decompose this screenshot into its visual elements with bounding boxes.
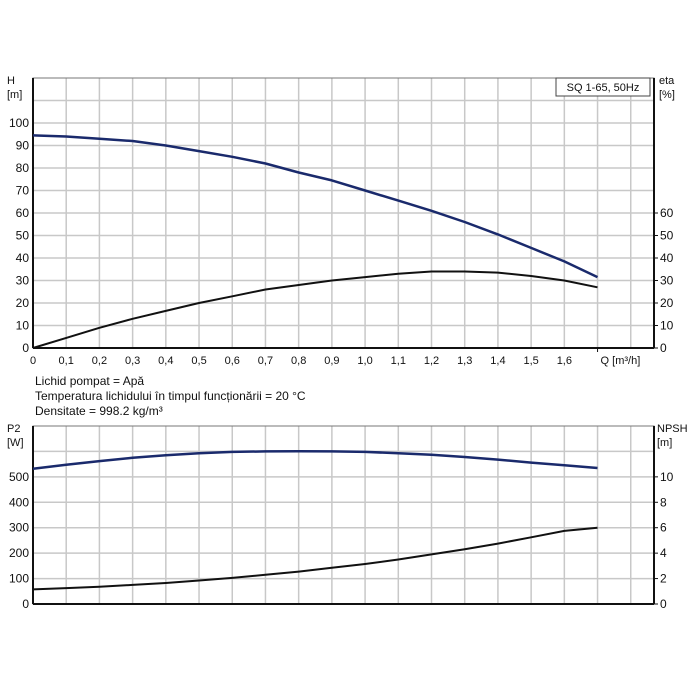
x-tick-label: 0,7 bbox=[258, 355, 273, 367]
y-axis-label: P2 bbox=[7, 423, 20, 435]
y-tick-label: 50 bbox=[16, 229, 30, 243]
x-tick-label: 0,3 bbox=[125, 355, 140, 367]
y-tick-label: 40 bbox=[16, 251, 30, 265]
x-tick-label: 0,1 bbox=[59, 355, 74, 367]
y-tick-label: 60 bbox=[16, 206, 30, 220]
y2-tick-label: 10 bbox=[660, 319, 674, 333]
note-liquid: Lichid pompat = Apă bbox=[35, 374, 145, 388]
y2-tick-label: 60 bbox=[660, 206, 674, 220]
y-tick-label: 20 bbox=[16, 296, 30, 310]
x-tick-label: 0 bbox=[30, 355, 36, 367]
series-line-power bbox=[32, 449, 598, 470]
y2-tick-label: 0 bbox=[660, 341, 667, 355]
x-tick-label: 1,5 bbox=[523, 355, 538, 367]
chart-title: SQ 1-65, 50Hz bbox=[567, 82, 640, 94]
x-tick-label: 0,2 bbox=[92, 355, 107, 367]
x-tick-label: 0,5 bbox=[191, 355, 206, 367]
x-tick-label: 1,0 bbox=[357, 355, 372, 367]
title-box bbox=[555, 77, 651, 97]
y-tick-label: 400 bbox=[9, 495, 29, 509]
y-tick-label: 80 bbox=[16, 161, 30, 175]
x-tick-label: 1,2 bbox=[424, 355, 439, 367]
y2-tick-label: 50 bbox=[660, 229, 674, 243]
y2-tick-label: 40 bbox=[660, 251, 674, 265]
y2-tick-label: 30 bbox=[660, 274, 674, 288]
y-axis-label: [W] bbox=[7, 437, 24, 449]
y-tick-label: 70 bbox=[16, 184, 30, 198]
y2-axis-label: NPSH bbox=[657, 423, 688, 435]
y2-tick-label: 2 bbox=[660, 572, 667, 586]
x-axis-label: Q [m³/h] bbox=[601, 355, 641, 367]
x-tick-label: 0,4 bbox=[158, 355, 173, 367]
series-line-npsh bbox=[32, 526, 598, 591]
y2-tick-label: 10 bbox=[660, 470, 674, 484]
y-tick-label: 0 bbox=[22, 341, 29, 355]
x-tick-label: 1,3 bbox=[457, 355, 472, 367]
x-tick-label: 1,6 bbox=[557, 355, 572, 367]
series-line-efficiency bbox=[32, 270, 598, 349]
note-temperature: Temperatura lichidului în timpul funcțio… bbox=[35, 389, 306, 403]
y-axis-label: H bbox=[7, 75, 15, 87]
y-tick-label: 100 bbox=[9, 116, 29, 130]
series-line-head bbox=[32, 134, 599, 279]
y-tick-label: 100 bbox=[9, 572, 29, 586]
x-tick-label: 0,9 bbox=[324, 355, 339, 367]
y-tick-label: 300 bbox=[9, 521, 29, 535]
y-tick-label: 500 bbox=[9, 470, 29, 484]
y2-tick-label: 6 bbox=[660, 521, 667, 535]
y-tick-label: 90 bbox=[16, 139, 30, 153]
y2-tick-label: 8 bbox=[660, 495, 667, 509]
y-tick-label: 0 bbox=[22, 597, 29, 611]
y2-tick-label: 4 bbox=[660, 546, 667, 560]
note-density: Densitate = 998.2 kg/m³ bbox=[35, 404, 163, 418]
y-tick-label: 200 bbox=[9, 546, 29, 560]
y2-axis-label: eta bbox=[659, 75, 675, 87]
y2-tick-label: 20 bbox=[660, 296, 674, 310]
x-tick-label: 0,8 bbox=[291, 355, 306, 367]
x-tick-label: 1,4 bbox=[490, 355, 505, 367]
x-tick-label: 0,6 bbox=[225, 355, 240, 367]
y-tick-label: 10 bbox=[16, 319, 30, 333]
y-tick-label: 30 bbox=[16, 274, 30, 288]
y-axis-label: [m] bbox=[7, 89, 22, 101]
x-tick-label: 1,1 bbox=[391, 355, 406, 367]
y2-axis-label: [m] bbox=[657, 437, 672, 449]
y2-axis-label: [%] bbox=[659, 89, 675, 101]
y2-tick-label: 0 bbox=[660, 597, 667, 611]
